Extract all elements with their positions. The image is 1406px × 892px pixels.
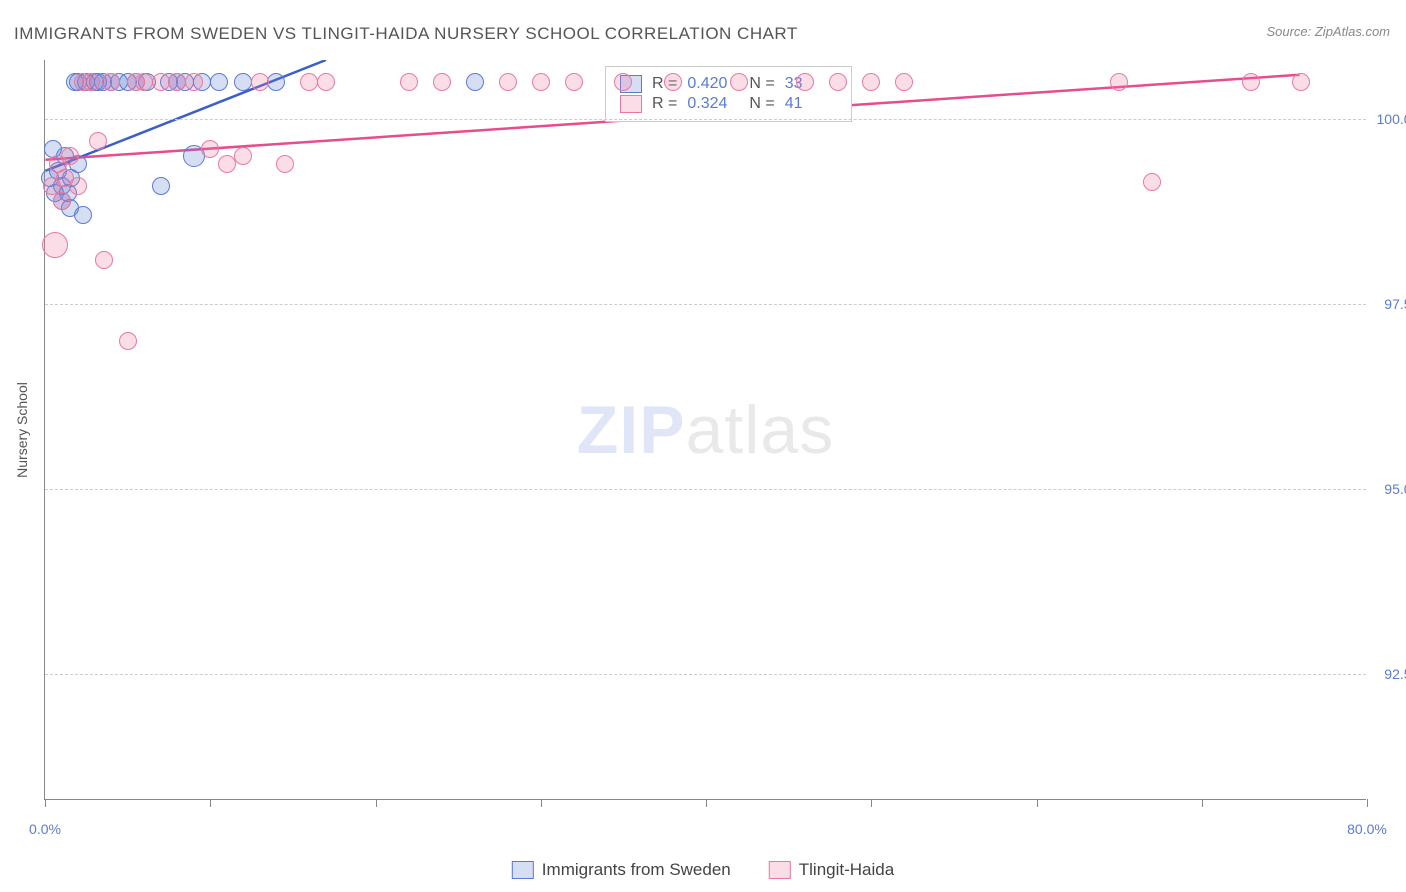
gridline — [45, 674, 1366, 675]
x-tick — [376, 799, 377, 807]
plot-area: ZIPatlas R =0.420N =33R =0.324N =41 92.5… — [44, 60, 1366, 800]
data-point — [317, 73, 335, 91]
legend-r-label: R = — [652, 95, 677, 113]
series-legend-label: Tlingit-Haida — [799, 860, 894, 880]
data-point — [862, 73, 880, 91]
y-axis-title: Nursery School — [14, 382, 30, 478]
x-tick — [871, 799, 872, 807]
series-legend-item: Tlingit-Haida — [769, 860, 894, 880]
data-point — [218, 155, 236, 173]
data-point — [135, 73, 153, 91]
data-point — [234, 147, 252, 165]
data-point — [152, 73, 170, 91]
x-tick-label: 80.0% — [1347, 821, 1387, 837]
data-point — [532, 73, 550, 91]
y-tick-label: 92.5% — [1374, 666, 1406, 682]
data-point — [499, 73, 517, 91]
data-point — [565, 73, 583, 91]
data-point — [42, 232, 68, 258]
data-point — [1292, 73, 1310, 91]
x-tick — [45, 799, 46, 807]
data-point — [276, 155, 294, 173]
data-point — [895, 73, 913, 91]
x-tick — [1367, 799, 1368, 807]
watermark-light: atlas — [686, 392, 835, 468]
data-point — [201, 140, 219, 158]
gridline — [45, 489, 1366, 490]
legend-n-label: N = — [749, 95, 774, 113]
y-tick-label: 100.0% — [1374, 111, 1406, 127]
data-point — [267, 73, 285, 91]
data-point — [730, 73, 748, 91]
data-point — [300, 73, 318, 91]
x-tick — [541, 799, 542, 807]
trend-lines-layer — [45, 60, 1366, 799]
data-point — [829, 73, 847, 91]
correlation-legend: R =0.420N =33R =0.324N =41 — [605, 66, 852, 122]
data-point — [61, 147, 79, 165]
legend-n-value: 41 — [785, 95, 837, 113]
legend-r-value: 0.324 — [687, 95, 739, 113]
legend-swatch — [620, 95, 642, 113]
data-point — [210, 73, 228, 91]
data-point — [185, 73, 203, 91]
data-point — [614, 73, 632, 91]
x-tick — [1202, 799, 1203, 807]
data-point — [664, 73, 682, 91]
x-tick — [706, 799, 707, 807]
legend-row: R = 0.324 N = 41 — [620, 95, 837, 113]
data-point — [400, 73, 418, 91]
data-point — [69, 177, 87, 195]
legend-swatch — [769, 861, 791, 879]
data-point — [89, 132, 107, 150]
gridline — [45, 119, 1366, 120]
watermark: ZIPatlas — [577, 391, 834, 469]
data-point — [74, 206, 92, 224]
data-point — [152, 177, 170, 195]
legend-n-label: N = — [749, 75, 774, 93]
x-tick-label: 0.0% — [29, 821, 61, 837]
legend-swatch — [512, 861, 534, 879]
chart-title: IMMIGRANTS FROM SWEDEN VS TLINGIT-HAIDA … — [14, 24, 798, 44]
gridline — [45, 304, 1366, 305]
data-point — [82, 73, 100, 91]
data-point — [102, 73, 120, 91]
data-point — [53, 192, 71, 210]
data-point — [433, 73, 451, 91]
data-point — [796, 73, 814, 91]
data-point — [168, 73, 186, 91]
x-tick — [210, 799, 211, 807]
data-point — [1242, 73, 1260, 91]
data-point — [251, 73, 269, 91]
series-legend: Immigrants from Sweden Tlingit-Haida — [512, 860, 894, 880]
data-point — [466, 73, 484, 91]
watermark-bold: ZIP — [577, 392, 686, 468]
data-point — [95, 251, 113, 269]
x-tick — [1037, 799, 1038, 807]
series-legend-label: Immigrants from Sweden — [542, 860, 731, 880]
data-point — [234, 73, 252, 91]
data-point — [1143, 173, 1161, 191]
y-tick-label: 97.5% — [1374, 296, 1406, 312]
source-attribution: Source: ZipAtlas.com — [1266, 24, 1390, 39]
data-point — [119, 332, 137, 350]
y-tick-label: 95.0% — [1374, 481, 1406, 497]
series-legend-item: Immigrants from Sweden — [512, 860, 731, 880]
data-point — [1110, 73, 1128, 91]
